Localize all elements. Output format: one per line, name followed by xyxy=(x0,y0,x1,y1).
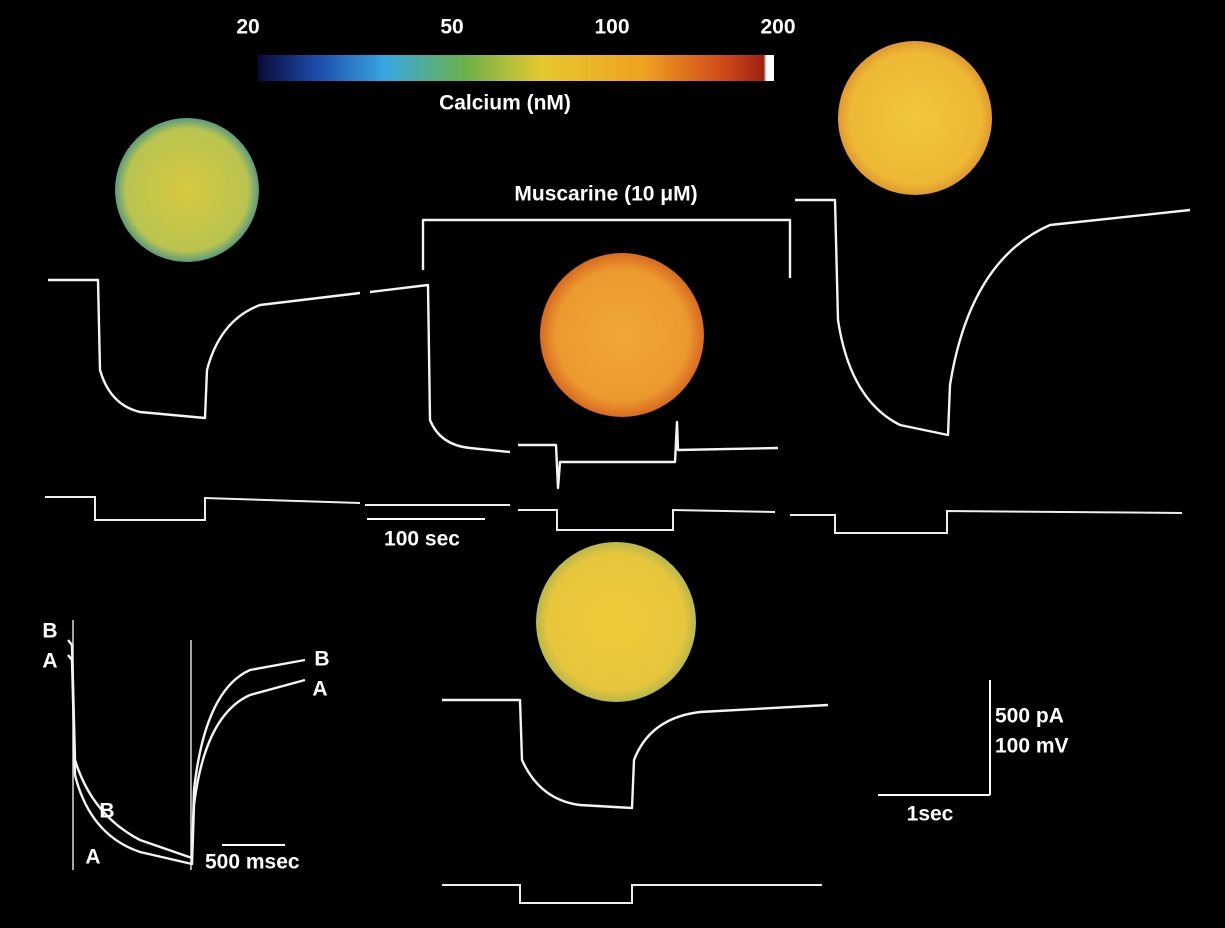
voltage-trace xyxy=(45,497,360,520)
scale-label: 100 sec xyxy=(384,528,460,551)
trace-label: A xyxy=(85,846,100,869)
scale-label: 500 pA xyxy=(995,705,1064,728)
cell-image xyxy=(540,253,704,417)
cell-image xyxy=(115,118,259,262)
trace-label: A xyxy=(312,678,327,701)
voltage-trace xyxy=(518,510,775,530)
colorbar-label: Calcium (nM) xyxy=(439,92,571,115)
figure: 20 50 100 200 Calcium (nM) Muscarine (10… xyxy=(0,0,1225,928)
current-trace xyxy=(48,280,360,418)
trace-label: A xyxy=(42,650,57,673)
voltage-trace xyxy=(790,511,1182,533)
trace-label: B xyxy=(99,800,114,823)
colorbar-tick: 20 xyxy=(236,16,259,39)
voltage-trace xyxy=(442,885,822,903)
cell-image xyxy=(838,41,992,195)
trace-b xyxy=(68,640,305,858)
trace-label: B xyxy=(314,648,329,671)
trace-a xyxy=(68,655,305,864)
colorbar-tick: 200 xyxy=(760,16,795,39)
colorbar-tick: 50 xyxy=(440,16,463,39)
current-trace xyxy=(518,422,778,488)
current-trace xyxy=(370,285,510,452)
trace-label: B xyxy=(42,620,57,643)
scale-label: 1sec xyxy=(907,803,954,826)
colorbar xyxy=(258,55,774,81)
current-trace xyxy=(795,200,1190,435)
muscarine-label: Muscarine (10 μM) xyxy=(514,183,697,206)
scale-label: 500 msec xyxy=(205,851,300,874)
current-trace xyxy=(442,700,828,808)
colorbar-tick: 100 xyxy=(594,16,629,39)
cell-image xyxy=(536,542,696,702)
scale-label: 100 mV xyxy=(995,735,1069,758)
